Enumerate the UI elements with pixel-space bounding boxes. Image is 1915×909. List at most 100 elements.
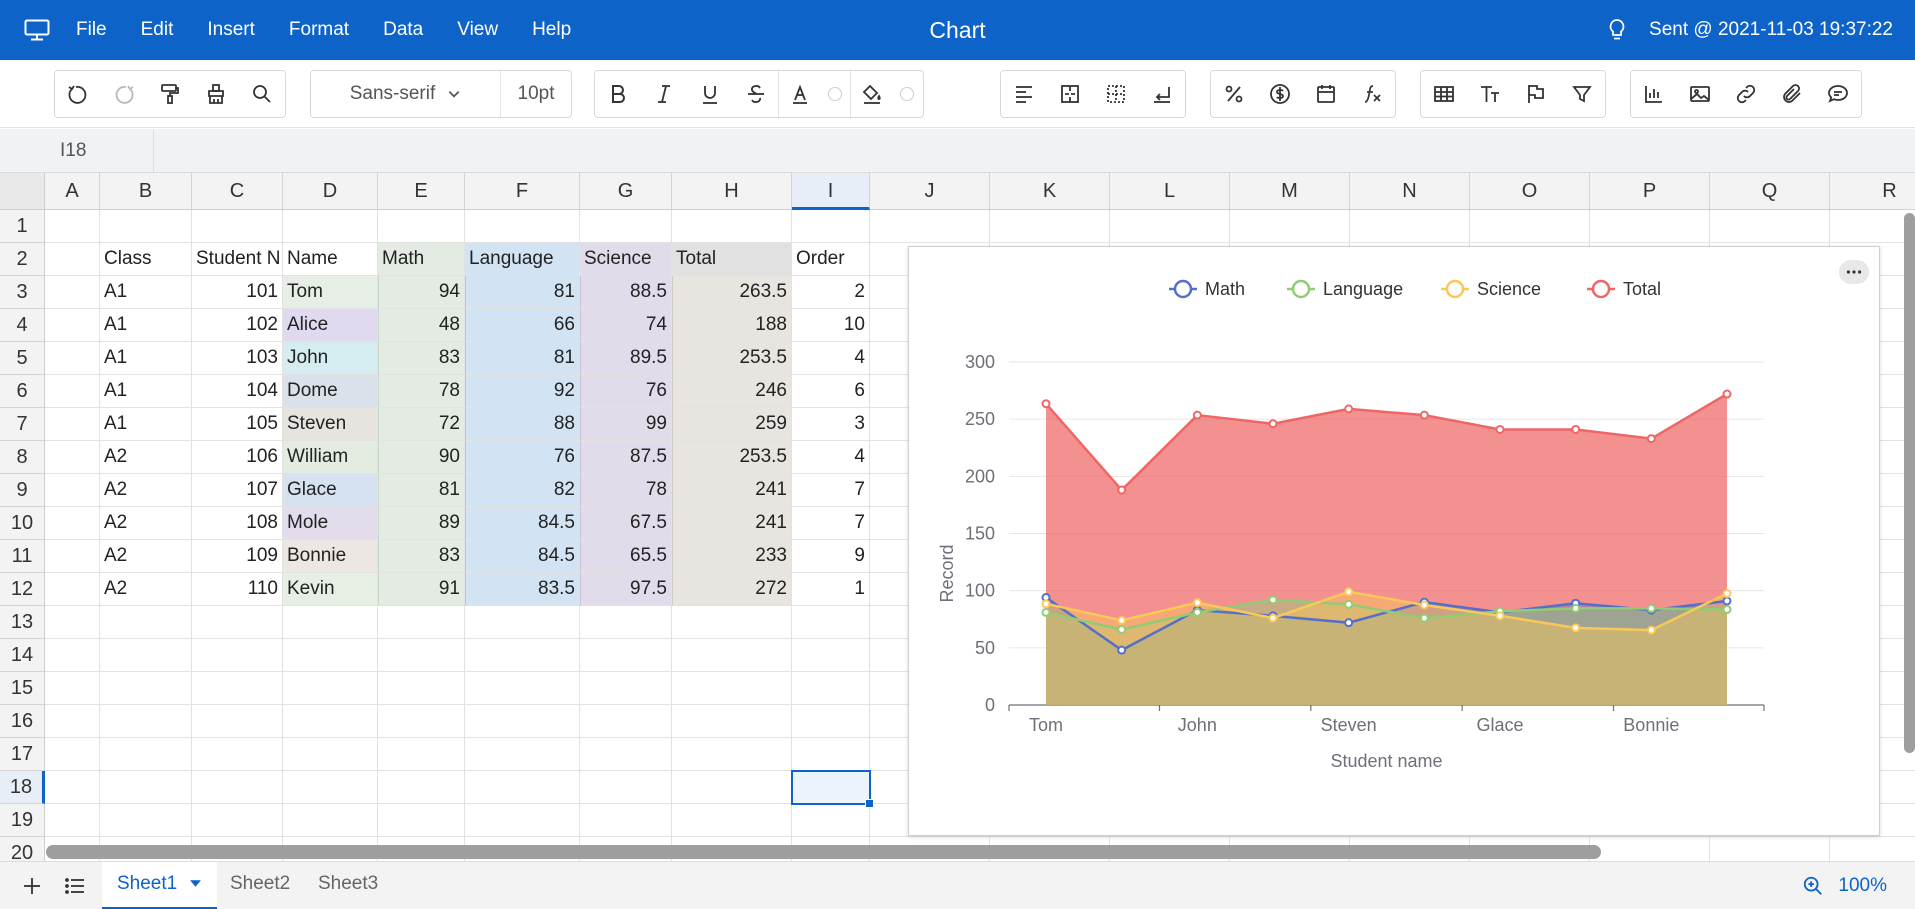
cell-e13[interactable] (378, 606, 465, 639)
currency-format-button[interactable] (1257, 71, 1303, 117)
point-science-mole[interactable] (1571, 623, 1581, 633)
cell-a16[interactable] (45, 705, 100, 738)
lightbulb-icon[interactable] (1607, 18, 1627, 42)
point-language-alice[interactable] (1117, 625, 1127, 635)
cell-f16[interactable] (465, 705, 580, 738)
cell-b6[interactable]: A1 (100, 375, 192, 408)
filter-button[interactable] (1559, 71, 1605, 117)
column-header-e[interactable]: E (378, 173, 465, 210)
row-header-20[interactable]: 20 (0, 837, 45, 861)
cell-h1[interactable] (672, 210, 792, 243)
cell-g16[interactable] (580, 705, 672, 738)
row-header-9[interactable]: 9 (0, 474, 45, 507)
cell-i8[interactable]: 4 (792, 441, 870, 474)
cell-f11[interactable]: 84.5 (465, 540, 580, 573)
point-total-mole[interactable] (1571, 424, 1581, 434)
menu-data[interactable]: Data (383, 19, 424, 40)
cell-g7[interactable]: 99 (580, 408, 672, 441)
cell-f10[interactable]: 84.5 (465, 507, 580, 540)
row-header-14[interactable]: 14 (0, 639, 45, 672)
cell-c8[interactable]: 106 (192, 441, 283, 474)
caret-down-icon[interactable] (189, 877, 202, 890)
cell-j1[interactable] (870, 210, 990, 243)
cell-c11[interactable]: 109 (192, 540, 283, 573)
column-header-r[interactable]: R (1830, 173, 1915, 210)
cell-f12[interactable]: 83.5 (465, 573, 580, 606)
cell-e15[interactable] (378, 672, 465, 705)
cell-f4[interactable]: 66 (465, 309, 580, 342)
row-header-16[interactable]: 16 (0, 705, 45, 738)
menu-format[interactable]: Format (288, 19, 350, 40)
strikethrough-button[interactable] (733, 71, 779, 117)
cell-o1[interactable] (1470, 210, 1590, 243)
cell-a18[interactable] (45, 771, 100, 804)
cell-g2[interactable]: Science (580, 243, 672, 276)
column-header-j[interactable]: J (870, 173, 990, 210)
cell-g10[interactable]: 67.5 (580, 507, 672, 540)
cell-f8[interactable]: 76 (465, 441, 580, 474)
row-header-10[interactable]: 10 (0, 507, 45, 540)
chart-object[interactable]: 0 50 100 150 200 250 300 Tom John Steven Glace Bonn… (908, 246, 1880, 836)
cell-g17[interactable] (580, 738, 672, 771)
select-all-corner[interactable] (0, 173, 45, 210)
cell-h9[interactable]: 241 (672, 474, 792, 507)
menu-insert[interactable]: Insert (207, 19, 255, 40)
menu-edit[interactable]: Edit (140, 19, 174, 40)
cell-e16[interactable] (378, 705, 465, 738)
cell-h15[interactable] (672, 672, 792, 705)
row-header-11[interactable]: 11 (0, 540, 45, 573)
cell-h18[interactable] (672, 771, 792, 804)
merge-cells-button[interactable] (1047, 71, 1093, 117)
cell-a10[interactable] (45, 507, 100, 540)
row-header-3[interactable]: 3 (0, 276, 45, 309)
cell-a19[interactable] (45, 804, 100, 837)
cell-i4[interactable]: 10 (792, 309, 870, 342)
column-header-g[interactable]: G (580, 173, 672, 210)
clear-format-button[interactable] (193, 71, 239, 117)
cell-f6[interactable]: 92 (465, 375, 580, 408)
underline-button[interactable] (687, 71, 733, 117)
cell-i12[interactable]: 1 (792, 573, 870, 606)
column-header-n[interactable]: N (1350, 173, 1470, 210)
cell-c6[interactable]: 104 (192, 375, 283, 408)
point-total-john[interactable] (1192, 410, 1202, 420)
sheet-tab-sheet2[interactable]: Sheet2 (230, 873, 291, 894)
legend-label-science[interactable]: Science (1477, 279, 1541, 299)
cell-b18[interactable] (100, 771, 192, 804)
column-header-i[interactable]: I (792, 173, 870, 210)
cell-e7[interactable]: 72 (378, 408, 465, 441)
cell-d12[interactable]: Kevin (283, 573, 378, 606)
selected-cell-i18[interactable] (791, 770, 871, 805)
cell-p20[interactable] (1590, 837, 1710, 861)
row-header-1[interactable]: 1 (0, 210, 45, 243)
cell-h5[interactable]: 253.5 (672, 342, 792, 375)
cell-d7[interactable]: Steven (283, 408, 378, 441)
cell-a17[interactable] (45, 738, 100, 771)
bold-button[interactable] (595, 71, 641, 117)
column-header-p[interactable]: P (1590, 173, 1710, 210)
cell-f14[interactable] (465, 639, 580, 672)
insert-chart-button[interactable] (1631, 71, 1677, 117)
cell-e1[interactable] (378, 210, 465, 243)
cell-a3[interactable] (45, 276, 100, 309)
cell-c5[interactable]: 103 (192, 342, 283, 375)
cell-c18[interactable] (192, 771, 283, 804)
point-language-kevin[interactable] (1722, 605, 1732, 615)
cell-q1[interactable] (1710, 210, 1830, 243)
cell-b14[interactable] (100, 639, 192, 672)
cell-g3[interactable]: 88.5 (580, 276, 672, 309)
point-math-kevin[interactable] (1722, 596, 1732, 606)
cell-e14[interactable] (378, 639, 465, 672)
cell-c17[interactable] (192, 738, 283, 771)
cell-i10[interactable]: 7 (792, 507, 870, 540)
borders-button[interactable] (1093, 71, 1139, 117)
cell-g15[interactable] (580, 672, 672, 705)
point-total-william[interactable] (1419, 410, 1429, 420)
line-total[interactable] (1045, 392, 1728, 492)
cell-b12[interactable]: A2 (100, 573, 192, 606)
cell-d2[interactable]: Name (283, 243, 378, 276)
cell-r19[interactable] (1830, 804, 1915, 837)
cell-b16[interactable] (100, 705, 192, 738)
cell-h10[interactable]: 241 (672, 507, 792, 540)
cell-h17[interactable] (672, 738, 792, 771)
